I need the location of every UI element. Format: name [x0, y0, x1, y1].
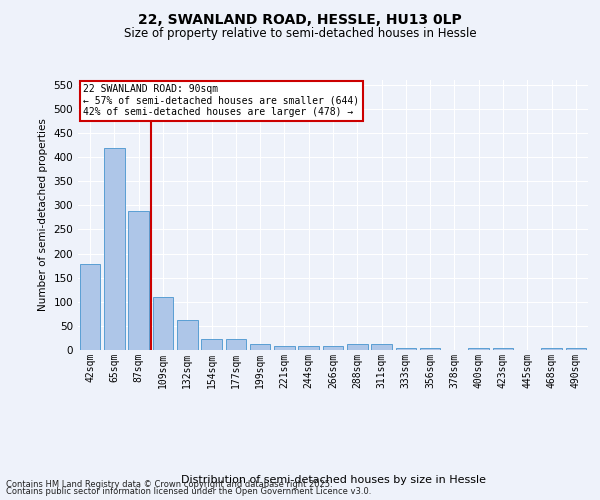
Bar: [323, 346, 343, 350]
Bar: [493, 348, 514, 350]
Bar: [152, 297, 173, 350]
Bar: [469, 348, 489, 350]
Text: Distribution of semi-detached houses by size in Hessle: Distribution of semi-detached houses by …: [181, 475, 485, 485]
Bar: [347, 344, 368, 350]
Text: 22 SWANLAND ROAD: 90sqm
← 57% of semi-detached houses are smaller (644)
42% of s: 22 SWANLAND ROAD: 90sqm ← 57% of semi-de…: [83, 84, 359, 117]
Bar: [128, 211, 149, 350]
Bar: [420, 348, 440, 350]
Text: Contains public sector information licensed under the Open Government Licence v3: Contains public sector information licen…: [6, 487, 371, 496]
Bar: [201, 339, 222, 350]
Bar: [226, 339, 246, 350]
Text: Contains HM Land Registry data © Crown copyright and database right 2025.: Contains HM Land Registry data © Crown c…: [6, 480, 332, 489]
Bar: [250, 344, 271, 350]
Text: 22, SWANLAND ROAD, HESSLE, HU13 0LP: 22, SWANLAND ROAD, HESSLE, HU13 0LP: [138, 12, 462, 26]
Bar: [541, 348, 562, 350]
Bar: [371, 344, 392, 350]
Y-axis label: Number of semi-detached properties: Number of semi-detached properties: [38, 118, 48, 312]
Bar: [80, 264, 100, 350]
Bar: [104, 148, 125, 350]
Bar: [566, 348, 586, 350]
Bar: [395, 348, 416, 350]
Bar: [274, 346, 295, 350]
Text: Size of property relative to semi-detached houses in Hessle: Size of property relative to semi-detach…: [124, 28, 476, 40]
Bar: [177, 320, 197, 350]
Bar: [298, 346, 319, 350]
